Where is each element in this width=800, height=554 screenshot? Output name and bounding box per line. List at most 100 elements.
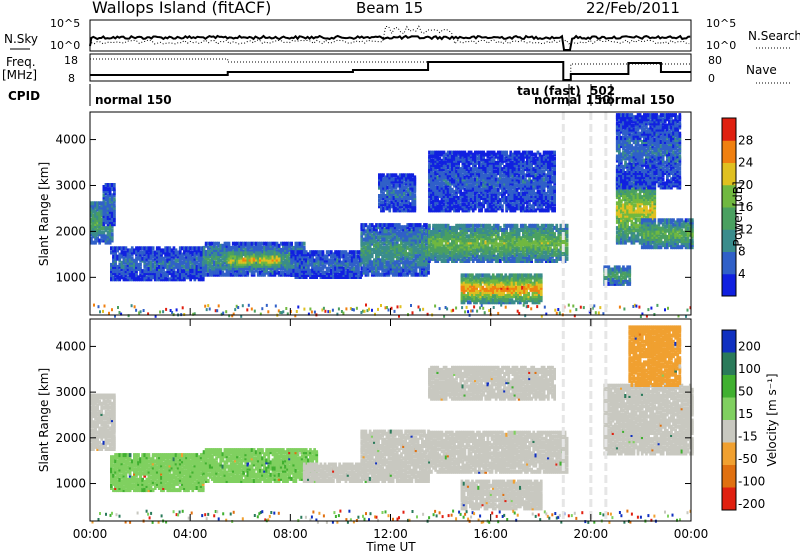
echo-cell — [288, 252, 291, 257]
echo-cell — [323, 258, 327, 263]
echo-cell — [428, 223, 431, 228]
echo-cell — [391, 223, 395, 228]
echo-cell — [394, 191, 398, 196]
echo-cell — [300, 252, 304, 257]
echo-cell — [421, 264, 424, 269]
echo-cell — [128, 262, 132, 267]
echo-cell — [344, 266, 348, 271]
echo-cell — [149, 256, 153, 261]
echo-cell — [147, 246, 151, 251]
echo-cell — [204, 264, 208, 269]
echo-cell — [375, 258, 378, 263]
echo-cell — [102, 195, 106, 200]
echo-cell — [382, 179, 385, 184]
echo-cell — [319, 273, 323, 277]
echo-cell — [162, 267, 165, 271]
echo-cell — [360, 266, 364, 271]
echo-cell — [213, 262, 216, 267]
echo-cell — [413, 175, 417, 180]
echo-cell — [388, 179, 392, 184]
echo-cell — [553, 232, 556, 237]
echo-cell — [178, 269, 182, 274]
echo-cell — [90, 228, 93, 233]
echo-cell — [410, 243, 414, 248]
echo-cell — [229, 272, 233, 277]
echo-cell — [410, 262, 414, 267]
echo-cell — [160, 254, 163, 259]
echo-cell — [348, 266, 352, 271]
echo-cell — [100, 209, 104, 214]
echo-cell — [394, 194, 398, 198]
echo-cell — [377, 225, 380, 230]
echo-cell — [110, 211, 114, 216]
echo-cell — [246, 257, 250, 262]
echo-cell — [393, 270, 397, 275]
echo-cell — [298, 264, 302, 269]
echo-cell — [394, 200, 398, 205]
echo-cell — [153, 260, 157, 265]
echo-cell — [407, 191, 410, 196]
echo-cell — [304, 264, 308, 269]
echo-cell — [267, 245, 271, 250]
echo-cell — [102, 214, 106, 218]
echo-cell — [282, 264, 285, 269]
echo-cell — [389, 237, 393, 242]
echo-cell — [395, 245, 399, 250]
echo-cell — [141, 275, 144, 280]
echo-cell — [110, 214, 114, 218]
echo-cell — [383, 245, 387, 250]
echo-cell — [110, 275, 113, 280]
echo-cell — [402, 264, 405, 269]
echo-cell — [96, 203, 99, 208]
echo-cell — [104, 189, 108, 194]
echo-cell — [153, 250, 157, 255]
echo-cell — [315, 273, 319, 277]
echo-cell — [313, 264, 316, 269]
echo-cell — [344, 260, 348, 265]
echo-cell — [114, 273, 117, 278]
echo-cell — [126, 260, 130, 265]
echo-cell — [362, 237, 366, 242]
echo-cell — [398, 175, 402, 180]
echo-cell — [384, 206, 387, 211]
echo-cell — [395, 264, 399, 269]
nsky-traces — [89, 25, 691, 51]
echo-cell — [392, 202, 396, 207]
echo-cell — [98, 228, 101, 233]
echo-cell — [403, 181, 406, 186]
echo-cell — [178, 267, 182, 271]
echo-cell — [381, 225, 384, 230]
echo-cell — [395, 225, 399, 230]
echo-cell — [395, 231, 399, 236]
echo-cell — [393, 260, 397, 265]
echo-cell — [418, 252, 422, 257]
echo-cell — [414, 231, 418, 236]
echo-cell — [108, 183, 112, 187]
echo-cell — [364, 266, 368, 271]
echo-cell — [392, 185, 396, 190]
echo-cell — [298, 243, 302, 248]
echo-cell — [338, 260, 341, 265]
echo-cell — [124, 277, 128, 282]
echo-cell — [225, 243, 229, 248]
echo-cell — [90, 224, 93, 229]
echo-cell — [418, 233, 422, 238]
echo-cell — [378, 175, 381, 180]
echo-cell — [539, 273, 543, 278]
echo-cell — [385, 233, 389, 238]
echo-cell — [304, 258, 308, 263]
echo-cell — [170, 275, 174, 280]
echo-cell — [102, 207, 106, 212]
echo-cell — [425, 250, 428, 254]
echo-cell — [332, 275, 335, 279]
echo-cell — [302, 264, 306, 269]
echo-cell — [413, 194, 417, 198]
echo-cell — [321, 252, 325, 257]
echo-cell — [400, 194, 404, 198]
echo-cell — [400, 237, 403, 242]
echo-cell — [90, 217, 93, 222]
echo-cell — [386, 204, 389, 209]
echo-cell — [317, 270, 321, 275]
echo-cell — [104, 211, 108, 216]
echo-cell — [370, 233, 374, 238]
